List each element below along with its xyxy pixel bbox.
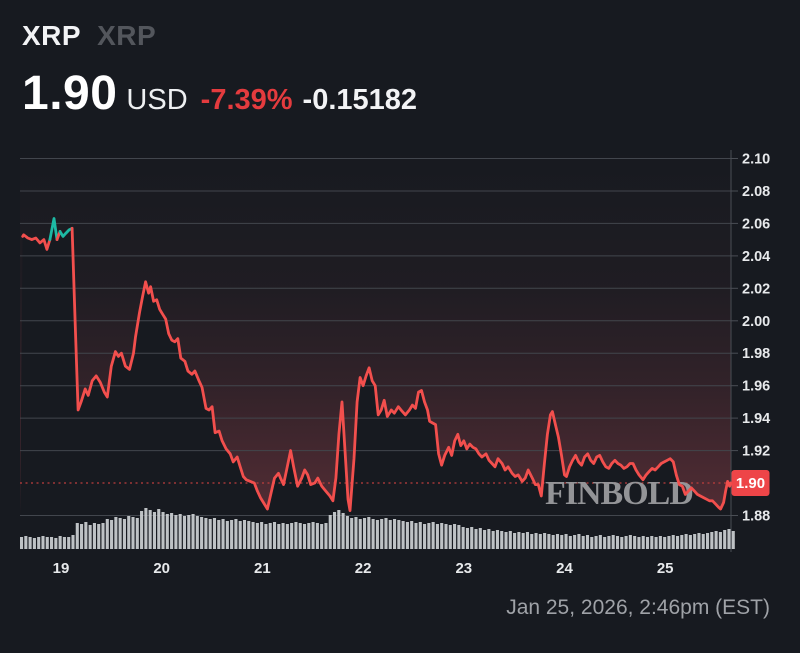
x-tick-label: 25 (657, 560, 674, 577)
x-tick-label: 19 (53, 560, 70, 577)
svg-text:1.90: 1.90 (736, 475, 765, 492)
finbold-watermark: FINBOLD (545, 475, 693, 512)
price-line (48, 217, 59, 242)
y-tick-label: 1.98 (742, 346, 770, 362)
chart-header: XRP XRP 1.90 USD -7.39% -0.15182 (22, 20, 417, 121)
x-tick-label: 24 (556, 560, 573, 577)
x-tick-label: 22 (355, 560, 372, 577)
price-row: 1.90 USD -7.39% -0.15182 (22, 66, 417, 121)
y-tick-label: 2.04 (742, 249, 770, 265)
y-tick-label: 2.10 (742, 152, 770, 168)
current-price: 1.90 (22, 67, 118, 120)
timestamp: Jan 25, 2026, 2:46pm (EST) (506, 596, 770, 619)
current-price-badge: 1.90 (731, 470, 770, 496)
change-percent: -7.39% (200, 84, 293, 116)
x-tick-label: 20 (153, 560, 170, 577)
volume-bars (20, 508, 735, 549)
price-line (21, 233, 52, 251)
x-tick-label: 23 (455, 560, 472, 577)
y-tick-label: 1.96 (742, 379, 770, 395)
price-line (58, 226, 74, 238)
title-row: XRP XRP (22, 20, 417, 52)
asset-symbol-secondary: XRP (97, 20, 157, 51)
price-line (70, 226, 733, 513)
under-line-fill (20, 218, 731, 516)
y-tick-label: 1.88 (742, 509, 770, 525)
change-absolute: -0.15182 (302, 84, 418, 116)
x-tick-label: 21 (254, 560, 271, 577)
y-tick-label: 1.94 (742, 411, 770, 427)
asset-symbol: XRP (22, 20, 82, 51)
y-tick-label: 1.92 (742, 444, 770, 460)
y-tick-label: 2.02 (742, 281, 770, 297)
price-currency: USD (126, 84, 188, 116)
y-tick-label: 2.00 (742, 314, 770, 330)
y-tick-label: 2.08 (742, 184, 770, 200)
y-tick-label: 2.06 (742, 216, 770, 232)
